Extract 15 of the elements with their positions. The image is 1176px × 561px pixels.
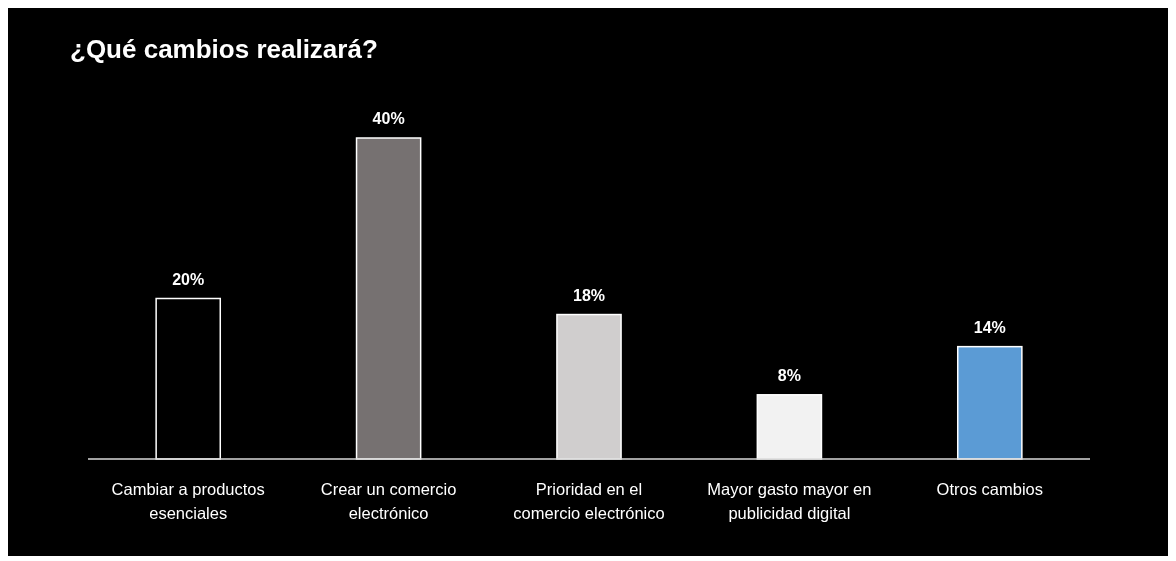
data-label: 40%: [372, 110, 405, 127]
data-label: 14%: [973, 318, 1006, 336]
x-tick-label: Mayor gasto mayor en publicidad digital: [707, 480, 872, 522]
x-tick-label: Cambiar a productos esenciales: [111, 480, 265, 522]
bar: [756, 394, 823, 460]
x-tick-label: Prioridad en el comercio electrónico: [513, 480, 665, 522]
data-label: 18%: [572, 286, 606, 304]
bar: [355, 137, 422, 460]
bar: [956, 345, 1023, 460]
data-label: 20%: [172, 270, 205, 288]
data-label: 8%: [777, 366, 801, 384]
chart-title: ¿Qué cambios realizará?: [70, 34, 378, 64]
bar: [155, 297, 222, 460]
x-tick-label: Crear un comercio electrónico: [320, 480, 457, 522]
x-tick-label: Otros cambios: [936, 480, 1043, 498]
